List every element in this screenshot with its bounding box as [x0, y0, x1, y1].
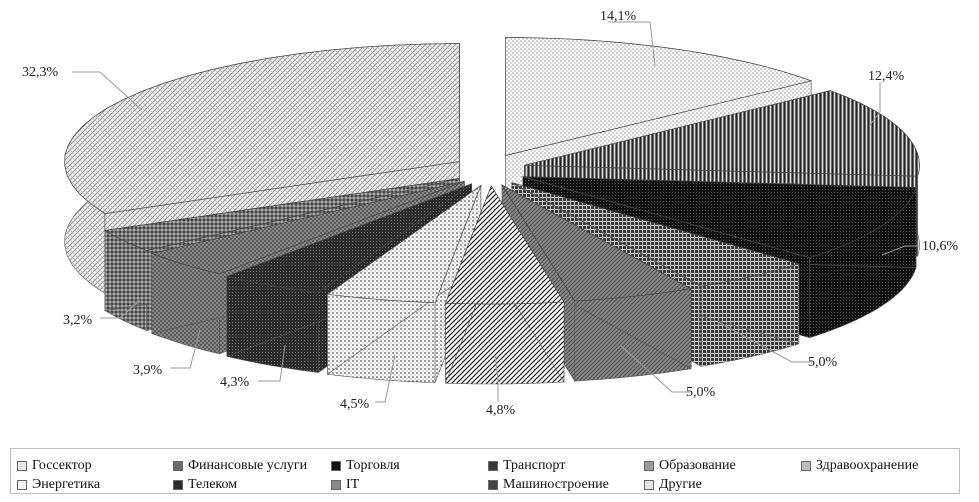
legend-label: Транспорт [503, 458, 566, 473]
legend-item: Транспорт [488, 458, 565, 474]
legend-label: Госсектор [32, 458, 92, 473]
legend-swatch-other [644, 480, 654, 490]
legend-item: Телеком [173, 477, 237, 493]
pie-slice-machinery [103, 178, 460, 251]
data-label-transport: 5,0% [808, 355, 838, 370]
legend-label: Образование [659, 458, 736, 473]
data-label-it: 3,9% [133, 363, 163, 378]
legend-swatch-telecom [173, 480, 183, 490]
pie-slice-finance [524, 90, 920, 177]
legend-item: Машиностроение [488, 477, 609, 493]
data-label-telecom: 4,3% [220, 375, 250, 390]
data-label-education: 5,0% [686, 385, 716, 400]
legend-label: Машиностроение [503, 477, 609, 492]
legend-label: Другие [659, 477, 702, 492]
leader-lines [72, 21, 920, 403]
pie-slice-energy [326, 184, 482, 304]
legend-swatch-machinery [488, 480, 498, 490]
pie-slice-other [64, 43, 460, 214]
legend-label: Здравоохранение [816, 458, 919, 473]
chart-legend: Госсектор Финансовые услуги Торговля Тра… [10, 448, 960, 494]
data-label-machinery: 3,2% [63, 313, 93, 328]
pie-slice-education [501, 184, 693, 302]
legend-swatch-transport [488, 461, 498, 471]
legend-item: Финансовые услуги [173, 458, 307, 474]
legend-swatch-energy [17, 480, 27, 490]
pie-slice-trade [522, 176, 917, 259]
legend-swatch-it [331, 480, 341, 490]
legend-item: Госсектор [17, 458, 92, 474]
pie-slice-health [444, 185, 565, 305]
legend-item: Торговля [331, 458, 400, 474]
data-label-trade: 10,6% [922, 239, 959, 254]
legend-label: IT [346, 477, 360, 492]
data-label-health: 4,8% [486, 403, 516, 418]
legend-swatch-finance [173, 461, 183, 471]
legend-swatch-health [801, 461, 811, 471]
legend-item: Здравоохранение [801, 458, 918, 474]
legend-item: Образование [644, 458, 736, 474]
legend-label: Торговля [346, 458, 400, 473]
legend-item: Другие [644, 477, 702, 493]
pie-slice-telecom [225, 183, 472, 293]
legend-swatch-gossector [17, 461, 27, 471]
legend-label: Энергетика [32, 477, 101, 492]
legend-item: IT [331, 477, 359, 493]
pie-slice-gossector [505, 37, 813, 156]
legend-label: Финансовые услуги [188, 458, 308, 473]
legend-label: Телеком [188, 477, 238, 492]
legend-swatch-trade [331, 461, 341, 471]
pie-slice-transport [511, 182, 801, 287]
legend-swatch-education [644, 461, 654, 471]
data-label-gossector: 14,1% [600, 9, 637, 24]
legend-item: Энергетика [17, 477, 100, 493]
data-label-finance: 12,4% [868, 69, 905, 84]
data-label-energy: 4,5% [340, 397, 370, 412]
data-label-other: 32,3% [22, 65, 59, 80]
pie-slice-it [150, 180, 465, 275]
